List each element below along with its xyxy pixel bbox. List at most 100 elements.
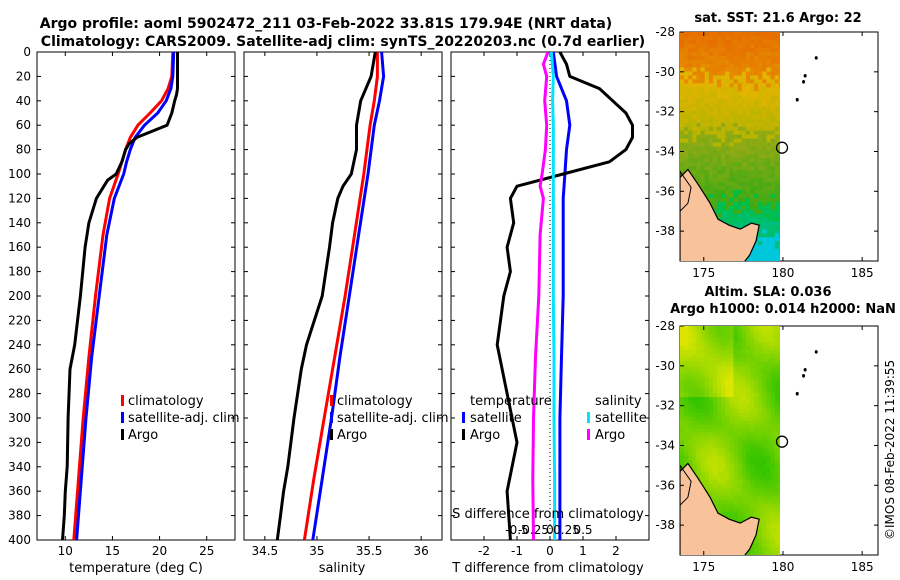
map-cell xyxy=(741,197,747,203)
map-cell xyxy=(750,103,755,108)
map-cell xyxy=(758,460,763,465)
map-cell xyxy=(737,209,743,215)
map-cell xyxy=(700,182,706,187)
map-cell xyxy=(737,424,743,430)
map-cell xyxy=(712,126,718,132)
map-cell xyxy=(754,539,759,544)
map-cell xyxy=(680,329,685,335)
map-cell xyxy=(700,389,706,394)
map-cell xyxy=(688,381,693,386)
map-cell xyxy=(766,448,772,453)
map-cell xyxy=(758,543,763,548)
map-cell xyxy=(684,162,689,167)
map-cell xyxy=(758,547,763,552)
map-cell xyxy=(766,377,772,382)
map-cell xyxy=(708,118,714,124)
map-cell xyxy=(766,424,772,430)
map-cell xyxy=(750,253,755,258)
map-cell xyxy=(712,91,718,96)
map-cell xyxy=(750,420,755,426)
map-cell xyxy=(758,233,763,238)
map-cell xyxy=(680,170,685,175)
map-cell xyxy=(696,404,702,410)
map-cell xyxy=(712,377,718,382)
map-cell xyxy=(700,107,706,112)
map-cell xyxy=(721,134,726,140)
map-cell xyxy=(704,416,710,422)
map-cell xyxy=(717,138,722,144)
map-cell xyxy=(729,337,735,343)
map-cell xyxy=(692,353,698,359)
map-cell xyxy=(754,424,759,430)
map-cell xyxy=(774,444,780,449)
map-cell xyxy=(770,107,776,112)
map-cell xyxy=(680,118,685,124)
map-cell xyxy=(766,122,772,128)
map-cell xyxy=(762,377,768,382)
map-cell xyxy=(708,201,714,207)
map-cell xyxy=(721,154,726,159)
map-cell xyxy=(762,531,768,536)
map-cell xyxy=(774,476,780,481)
map-cell xyxy=(741,201,747,207)
map-cell xyxy=(729,420,735,426)
series-line-satellite-adj-clim xyxy=(311,52,386,540)
map-cell xyxy=(745,174,751,179)
map-cell xyxy=(696,87,702,92)
map-cell xyxy=(774,185,780,191)
s-tick-label: 0.25 xyxy=(553,523,580,537)
map-cell xyxy=(704,59,710,65)
map-cell xyxy=(737,361,743,367)
map-cell xyxy=(762,110,768,116)
map-cell xyxy=(762,440,768,446)
map-cell xyxy=(696,71,702,77)
map-cell xyxy=(733,174,739,179)
map-cell xyxy=(708,369,714,374)
map-cell xyxy=(688,329,693,335)
map-cell xyxy=(688,432,693,438)
map-cell xyxy=(708,495,714,501)
map-cell xyxy=(737,138,743,144)
map-cell xyxy=(684,47,689,53)
map-cell xyxy=(696,150,702,155)
map-cell xyxy=(758,424,763,430)
map-cell xyxy=(758,432,763,438)
map-cell xyxy=(745,412,751,418)
map-cell xyxy=(758,170,763,175)
map-cell xyxy=(721,389,726,394)
map-cell xyxy=(754,479,759,485)
map-cell xyxy=(733,134,739,140)
map-cell xyxy=(750,162,755,167)
map-cell xyxy=(774,166,780,171)
map-cell xyxy=(688,448,693,453)
map-cell xyxy=(712,464,718,469)
map-cell xyxy=(721,476,726,481)
map-cell xyxy=(770,436,776,442)
map-cell xyxy=(725,39,731,45)
map-cell xyxy=(721,142,726,148)
map-cell xyxy=(754,495,759,501)
map-cell xyxy=(733,408,739,414)
y-tick-label: 100 xyxy=(8,167,31,181)
map-cell xyxy=(729,197,735,203)
map-cell xyxy=(712,32,718,37)
map-cell xyxy=(778,539,780,544)
map-cell xyxy=(758,523,763,528)
map-cell xyxy=(717,404,722,410)
map-cell xyxy=(688,43,693,49)
map-cell xyxy=(770,385,776,390)
salinity-panel: 34.5 35 35.5 36 salinity climatology satell… xyxy=(243,51,449,576)
map-cell xyxy=(758,535,763,540)
map-cell xyxy=(766,341,772,347)
map-cell xyxy=(725,393,731,398)
map-cell xyxy=(704,91,710,96)
map-cell xyxy=(696,174,702,179)
map-cell xyxy=(737,185,743,191)
island xyxy=(803,74,807,78)
map-cell xyxy=(745,79,751,84)
map-cell xyxy=(684,87,689,92)
map-cell xyxy=(725,424,731,430)
map-cell xyxy=(712,182,718,187)
map-cell xyxy=(717,491,722,497)
map-cell xyxy=(754,213,759,219)
